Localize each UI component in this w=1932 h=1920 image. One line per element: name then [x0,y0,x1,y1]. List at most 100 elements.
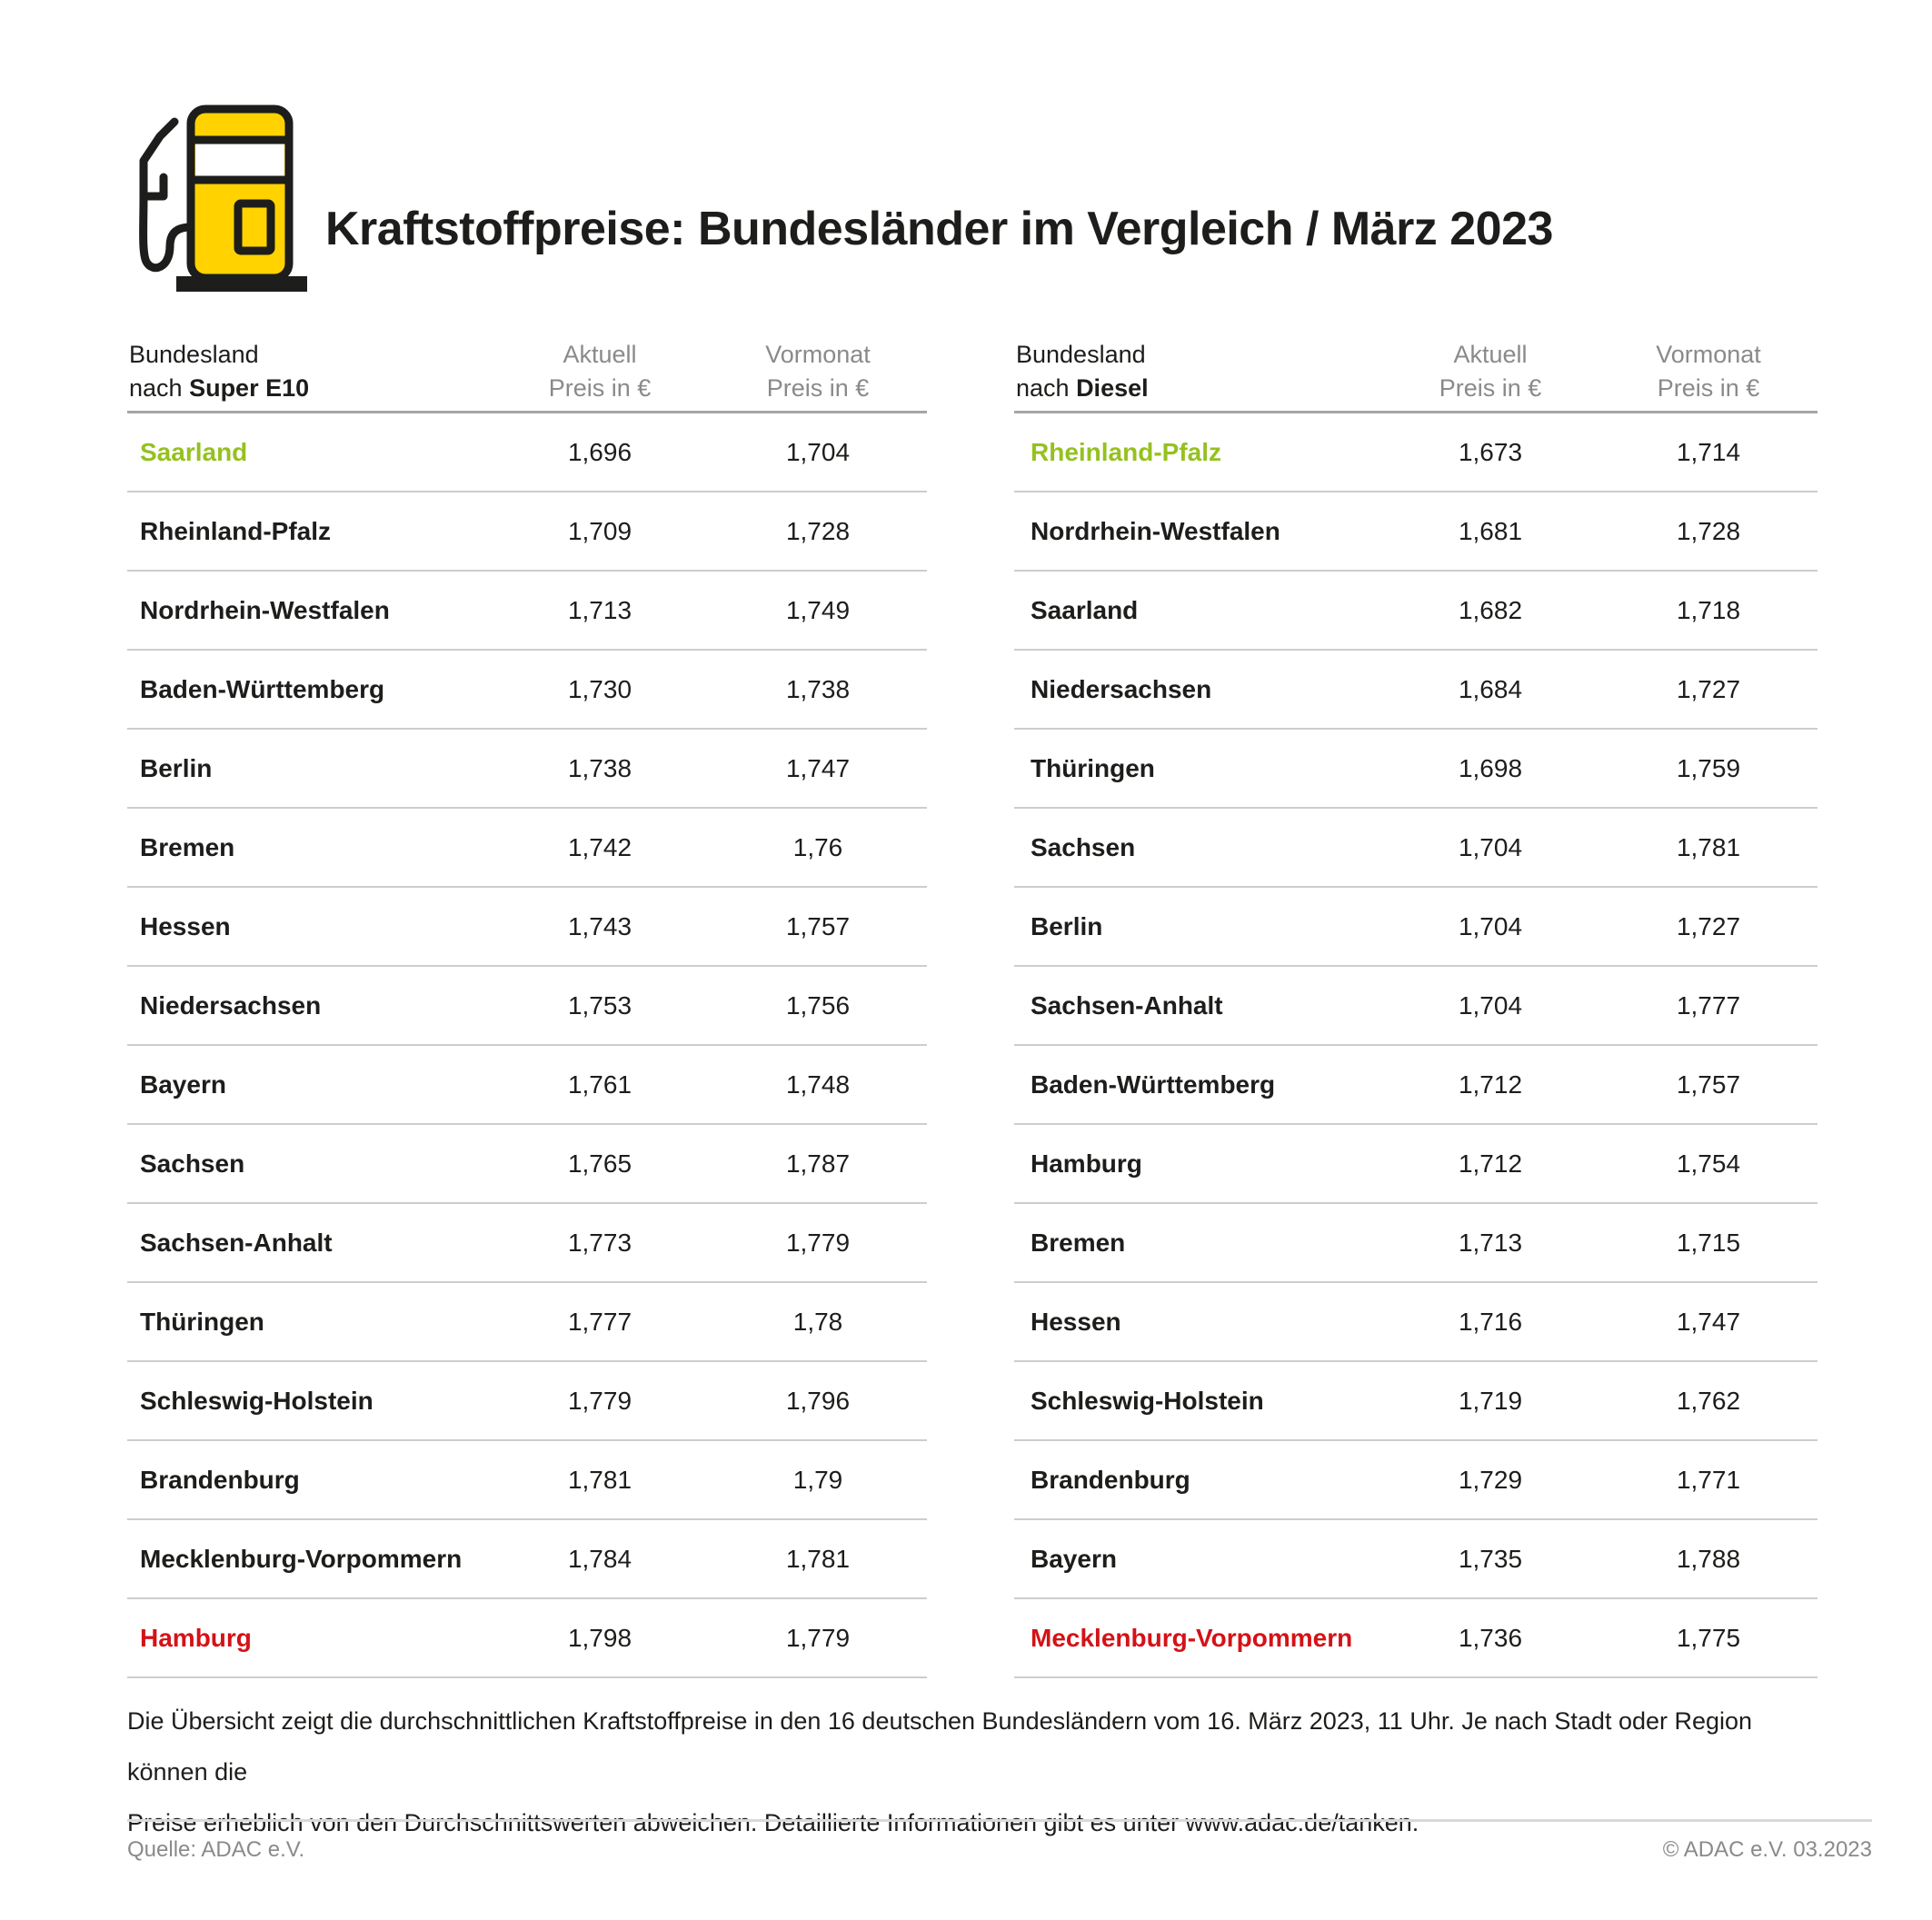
aktuell-price-cell: 1,704 [1458,832,1523,861]
aktuell-price-cell: 1,673 [1458,437,1523,466]
vormonat-price-cell: 1,757 [1676,1069,1741,1099]
aktuell-price-cell: 1,735 [1458,1544,1523,1573]
table-row: Bayern 1,735 1,788 [1014,1520,1817,1599]
vormonat-price-cell: 1,714 [1676,437,1741,466]
vormonat-price-cell: 1,748 [785,1069,851,1099]
aktuell-price-cell: 1,716 [1458,1307,1523,1336]
footer: Quelle: ADAC e.V. © ADAC e.V. 03.2023 [127,1837,1872,1863]
table-row: Niedersachsen 1,684 1,727 [1014,651,1817,730]
table-row: Hamburg 1,798 1,779 [127,1599,927,1678]
aktuell-price-cell: 1,682 [1458,595,1523,624]
vormonat-price-cell: 1,796 [785,1386,851,1415]
state-name-cell: Baden-Württemberg [1031,1069,1276,1099]
vormonat-price-cell: 1,749 [785,595,851,624]
aktuell-price-cell: 1,729 [1458,1465,1523,1494]
vormonat-price-cell: 1,775 [1676,1623,1741,1652]
vormonat-price-cell: 1,781 [785,1544,851,1573]
vormonat-price-cell: 1,715 [1676,1228,1741,1257]
vormonat-price-cell: 1,762 [1676,1386,1741,1415]
vormonat-price-cell: 1,771 [1676,1465,1741,1494]
vormonat-price-cell: 1,779 [785,1228,851,1257]
fuel-pump-icon [118,89,327,307]
vormonat-price-cell: 1,727 [1676,674,1741,703]
column-header-bundesland: Bundesland nach Super E10 [129,341,310,402]
aktuell-price-cell: 1,712 [1458,1149,1523,1178]
vormonat-price-cell: 1,747 [785,753,851,782]
aktuell-price-cell: 1,713 [1458,1228,1523,1257]
table-row: Rheinland-Pfalz 1,709 1,728 [127,492,927,572]
column-header-vormonat: Vormonat Preis in € [765,341,871,402]
state-name-cell: Bayern [140,1069,226,1099]
table-row: Brandenburg 1,729 1,771 [1014,1441,1817,1520]
state-name-cell: Rheinland-Pfalz [1031,437,1222,466]
aktuell-price-cell: 1,738 [567,753,632,782]
copyright-notice: © ADAC e.V. 03.2023 [1662,1837,1872,1862]
table-diesel: Bundesland nach Diesel Aktuell Preis in … [1014,336,1872,1678]
vormonat-price-cell: 1,777 [1676,990,1741,1020]
page-title: Kraftstoffpreise: Bundesländer im Vergle… [325,203,1553,255]
table-header-diesel: Bundesland nach Diesel Aktuell Preis in … [1014,336,1817,413]
table-row: Bremen 1,713 1,715 [1014,1204,1817,1283]
table-row: Schleswig-Holstein 1,779 1,796 [127,1362,927,1441]
aktuell-price-cell: 1,779 [567,1386,632,1415]
state-name-cell: Schleswig-Holstein [1031,1386,1264,1415]
state-name-cell: Rheinland-Pfalz [140,516,332,545]
table-header-super-e10: Bundesland nach Super E10 Aktuell Preis … [127,336,927,413]
aktuell-price-cell: 1,709 [567,516,632,545]
vormonat-price-cell: 1,718 [1676,595,1741,624]
aktuell-price-cell: 1,765 [567,1149,632,1178]
table-row: Sachsen 1,765 1,787 [127,1125,927,1204]
aktuell-price-cell: 1,704 [1458,990,1523,1020]
state-name-cell: Saarland [1031,595,1139,624]
table-body-super-e10: Saarland 1,696 1,704 Rheinland-Pfalz 1,709 1,… [127,413,927,1678]
table-row: Baden-Württemberg 1,712 1,757 [1014,1046,1817,1125]
vormonat-price-cell: 1,779 [785,1623,851,1652]
aktuell-price-cell: 1,681 [1458,516,1523,545]
table-row: Hamburg 1,712 1,754 [1014,1125,1817,1204]
vormonat-price-cell: 1,76 [792,832,843,861]
state-name-cell: Hamburg [140,1623,252,1652]
table-row: Berlin 1,704 1,727 [1014,888,1817,967]
table-row: Nordrhein-Westfalen 1,713 1,749 [127,572,927,651]
aktuell-price-cell: 1,798 [567,1623,632,1652]
aktuell-price-cell: 1,742 [567,832,632,861]
table-row: Thüringen 1,777 1,78 [127,1283,927,1362]
table-row: Saarland 1,682 1,718 [1014,572,1817,651]
vormonat-price-cell: 1,756 [785,990,851,1020]
vormonat-price-cell: 1,738 [785,674,851,703]
aktuell-price-cell: 1,736 [1458,1623,1523,1652]
column-header-vormonat: Vormonat Preis in € [1656,341,1761,402]
aktuell-price-cell: 1,698 [1458,753,1523,782]
table-row: Brandenburg 1,781 1,79 [127,1441,927,1520]
aktuell-price-cell: 1,704 [1458,911,1523,940]
table-row: Bremen 1,742 1,76 [127,809,927,888]
aktuell-price-cell: 1,781 [567,1465,632,1494]
vormonat-price-cell: 1,787 [785,1149,851,1178]
state-name-cell: Mecklenburg-Vorpommern [1031,1623,1353,1652]
vormonat-price-cell: 1,754 [1676,1149,1741,1178]
aktuell-price-cell: 1,696 [567,437,632,466]
aktuell-price-cell: 1,730 [567,674,632,703]
column-header-aktuell: Aktuell Preis in € [1439,341,1542,402]
state-name-cell: Sachsen [1031,832,1136,861]
aktuell-price-cell: 1,761 [567,1069,632,1099]
state-name-cell: Thüringen [1031,753,1155,782]
source-credit: Quelle: ADAC e.V. [127,1837,305,1862]
state-name-cell: Nordrhein-Westfalen [1031,516,1280,545]
table-row: Hessen 1,716 1,747 [1014,1283,1817,1362]
table-row: Baden-Württemberg 1,730 1,738 [127,651,927,730]
column-header-aktuell: Aktuell Preis in € [548,341,652,402]
state-name-cell: Hamburg [1031,1149,1142,1178]
vormonat-price-cell: 1,79 [792,1465,843,1494]
state-name-cell: Baden-Württemberg [140,674,385,703]
aktuell-price-cell: 1,777 [567,1307,632,1336]
vormonat-price-cell: 1,759 [1676,753,1741,782]
table-row: Rheinland-Pfalz 1,673 1,714 [1014,413,1817,492]
table-row: Sachsen 1,704 1,781 [1014,809,1817,888]
footer-divider [127,1819,1872,1822]
aktuell-price-cell: 1,743 [567,911,632,940]
aktuell-price-cell: 1,753 [567,990,632,1020]
state-name-cell: Bremen [1031,1228,1126,1257]
vormonat-price-cell: 1,78 [792,1307,843,1336]
